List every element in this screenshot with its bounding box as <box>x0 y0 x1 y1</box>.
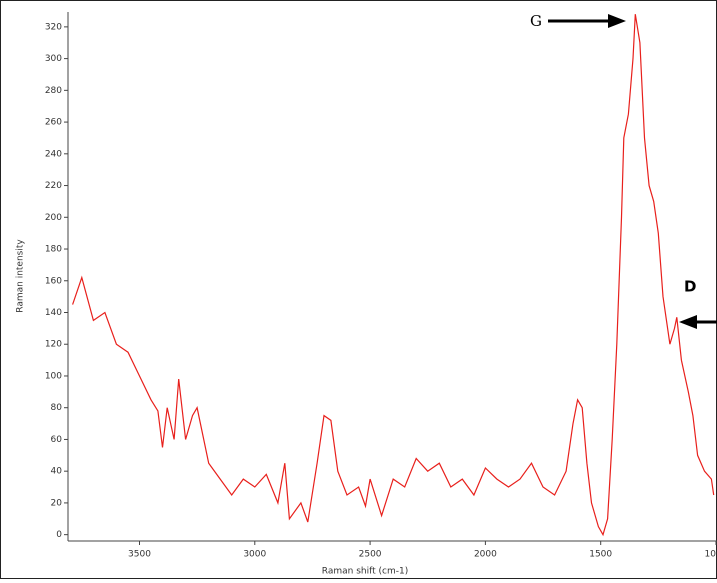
x-tick-label: 2500 <box>359 550 382 560</box>
y-tick-label: 20 <box>51 498 63 508</box>
y-tick-label: 120 <box>45 340 62 350</box>
annotation: G <box>530 12 542 30</box>
x-tick-label: 1500 <box>589 550 612 560</box>
y-tick-label: 80 <box>51 403 63 413</box>
y-tick-label: 300 <box>45 54 62 64</box>
x-tick-label: 2000 <box>474 550 497 560</box>
spectrum-line <box>72 14 715 537</box>
y-tick-label: 200 <box>45 213 62 223</box>
y-tick-label: 40 <box>51 467 63 477</box>
y-tick-label: 320 <box>45 22 62 32</box>
y-tick-label: 60 <box>51 435 63 445</box>
y-tick-label: 260 <box>45 118 62 128</box>
y-tick-label: 220 <box>45 181 62 191</box>
x-tick-label: 3000 <box>243 550 266 560</box>
x-tick-label: 1000 <box>705 550 717 560</box>
y-tick-label: 180 <box>45 245 62 255</box>
arrow-head <box>608 14 626 28</box>
y-tick-label: 100 <box>45 371 62 381</box>
arrow-head <box>679 315 697 329</box>
y-tick-label: 240 <box>45 149 62 159</box>
y-tick-label: 140 <box>45 308 62 318</box>
x-axis-label: Raman shift (cm-1) <box>322 567 408 577</box>
x-tick-label: 3500 <box>128 550 151 560</box>
y-axis-label: Raman intensity <box>16 239 26 313</box>
y-tick-label: 160 <box>45 276 62 286</box>
y-tick-label: 0 <box>56 530 62 540</box>
annotation: D <box>684 278 696 296</box>
y-tick-label: 280 <box>45 86 62 96</box>
